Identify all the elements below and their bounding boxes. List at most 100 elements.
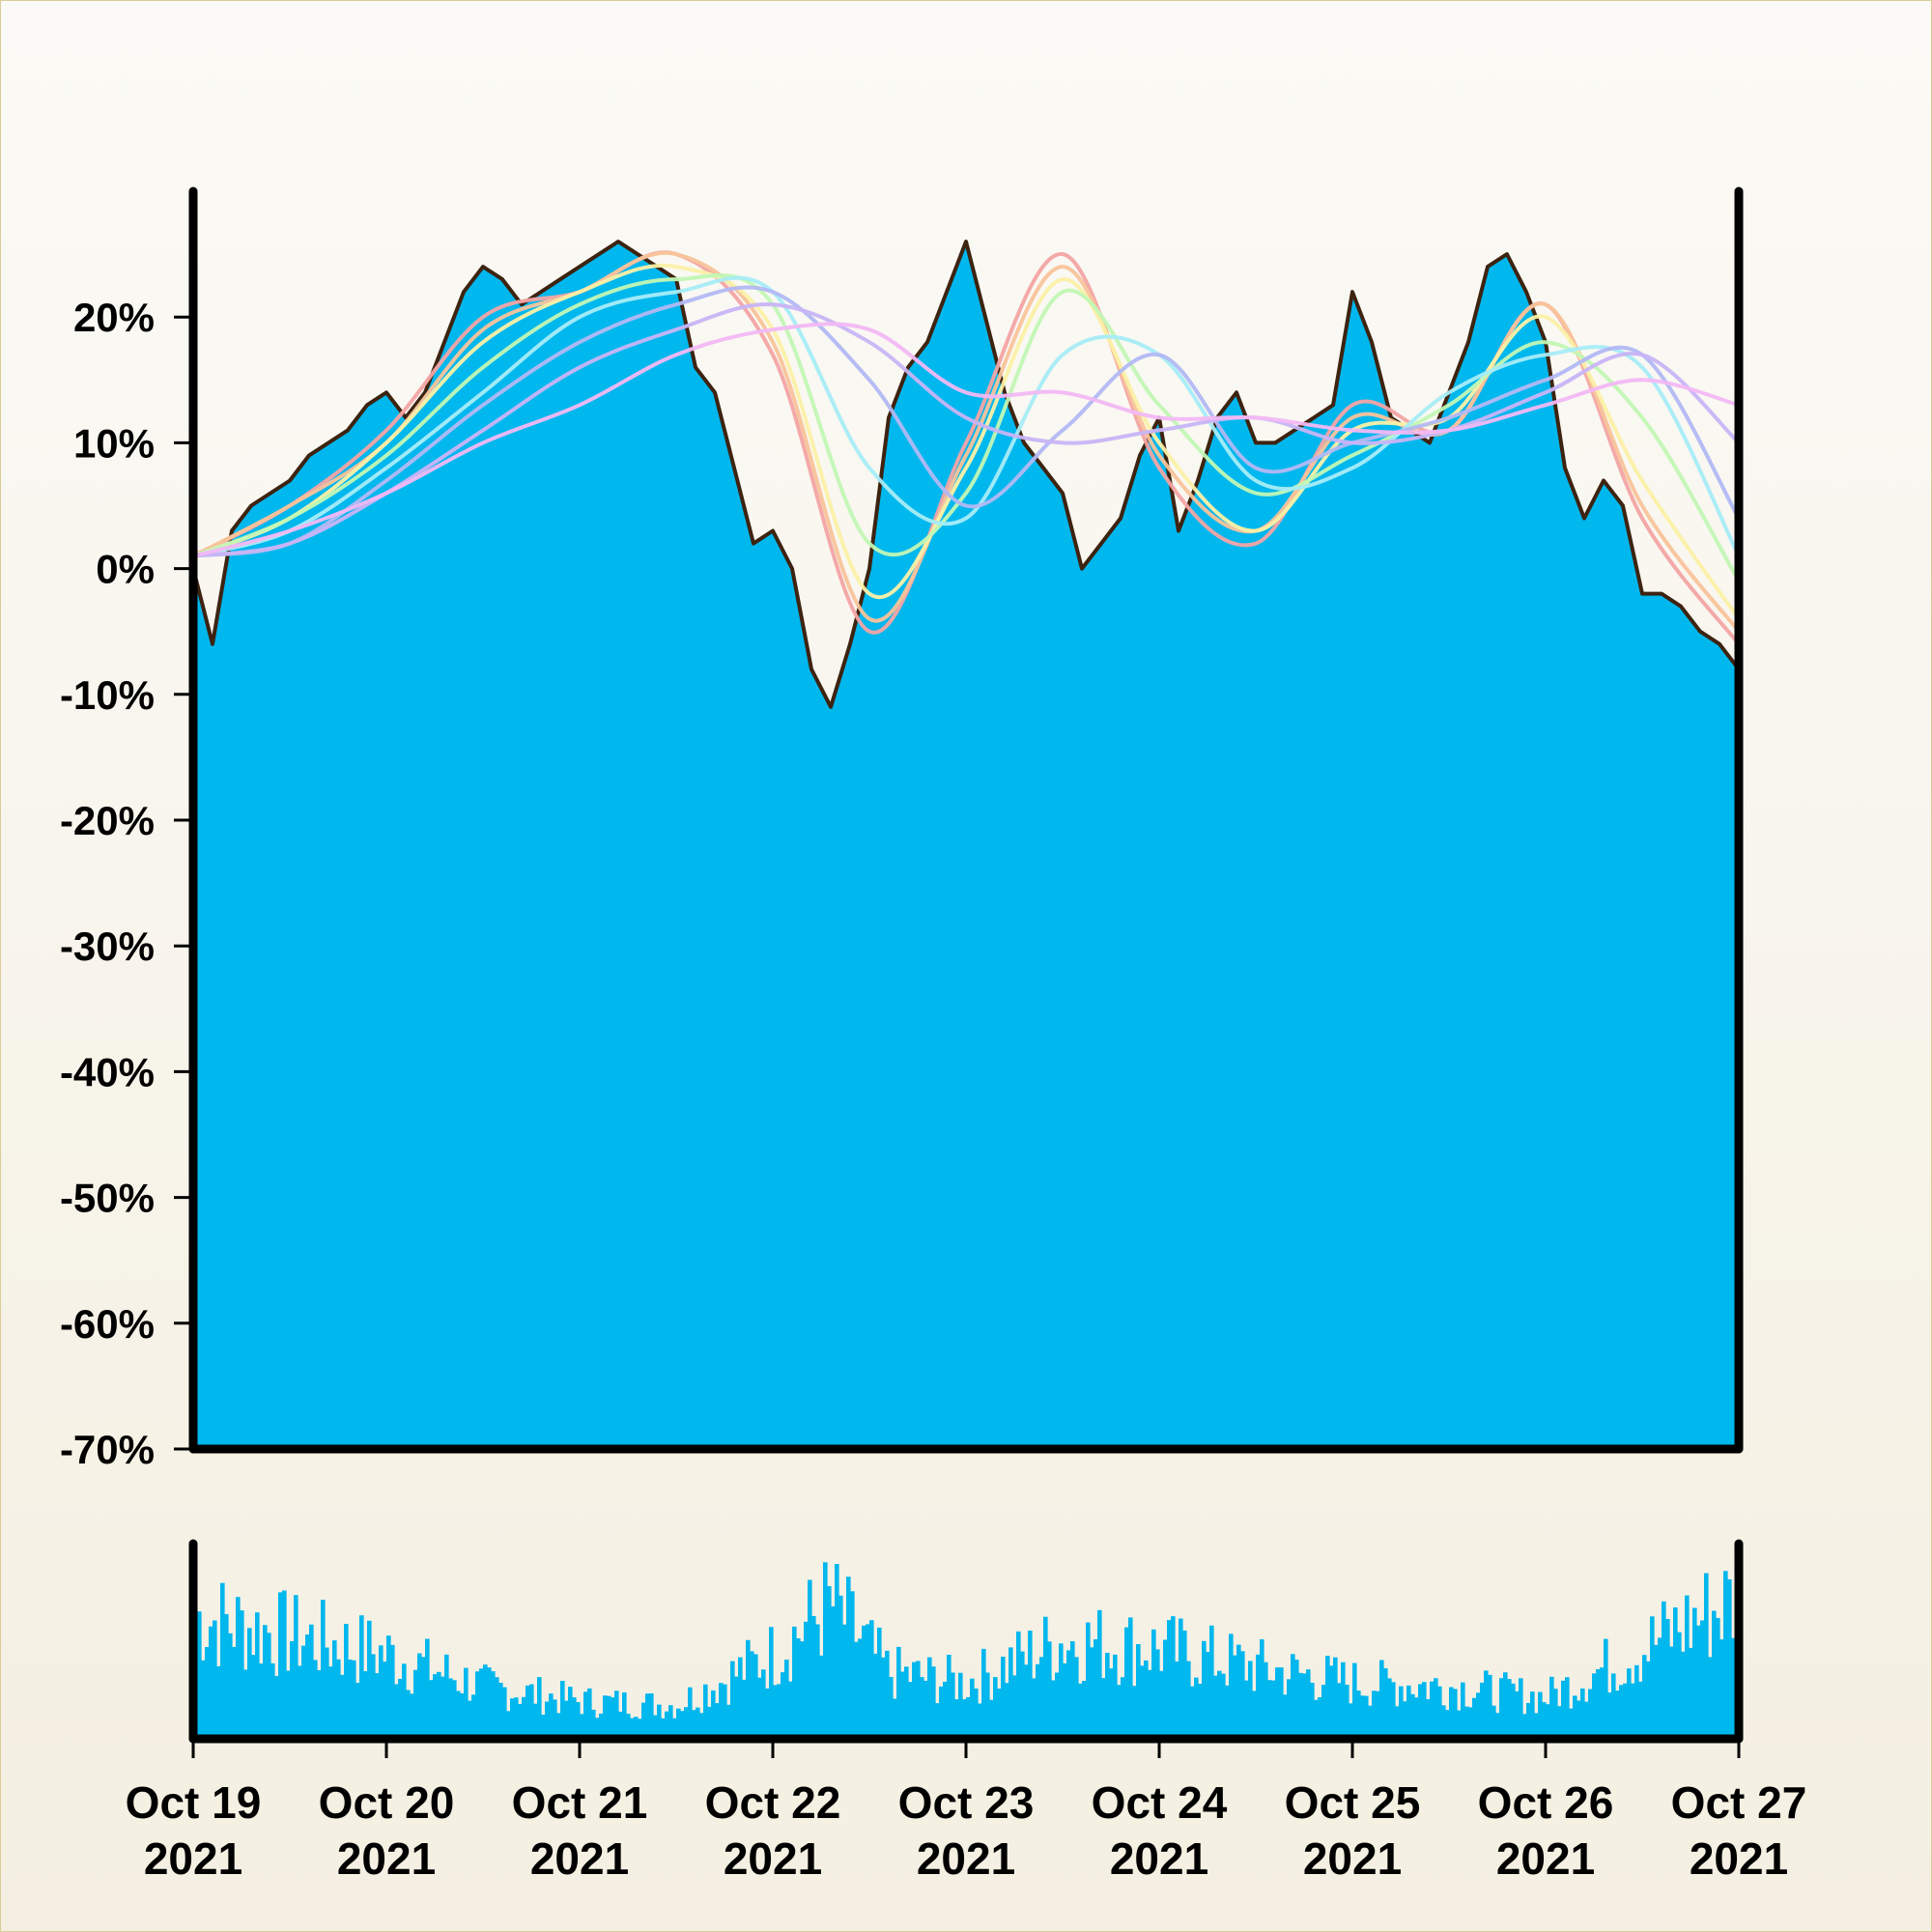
volume-bar [1318,1697,1322,1739]
volume-bar [1604,1638,1608,1739]
volume-bar [201,1660,206,1739]
volume-bar [641,1702,646,1739]
volume-bar [1549,1676,1554,1739]
volume-bar [869,1620,874,1739]
volume-bar [877,1627,882,1739]
volume-bar [784,1660,789,1739]
x-tick-date: Oct 20 [319,1777,455,1828]
volume-bar [703,1684,708,1739]
volume-bar [328,1666,333,1739]
volume-bar [321,1600,326,1739]
volume-bar [1117,1685,1122,1739]
x-tick-label: Oct 27 2021 [1671,1777,1807,1884]
volume-bar [498,1683,503,1739]
volume-bar [452,1680,457,1739]
volume-bar [657,1704,662,1739]
volume-bar [622,1692,627,1739]
volume-bar [1727,1578,1732,1739]
volume-bar [1414,1697,1419,1739]
volume-bar [1623,1683,1628,1739]
volume-bar [1140,1665,1145,1739]
volume-bar [827,1586,832,1739]
volume-bar [406,1690,411,1739]
volume-bar [363,1671,368,1739]
x-tick-year: 2021 [1303,1833,1402,1884]
volume-bar [437,1671,441,1739]
volume-bar [298,1665,302,1739]
volume-bar [348,1660,353,1739]
volume-bar [611,1697,615,1739]
x-tick-year: 2021 [917,1833,1015,1884]
volume-bar [1229,1634,1234,1739]
volume-bar [1434,1678,1438,1739]
volume-bar [491,1671,496,1739]
volume-bar [757,1677,762,1739]
volume-bar [386,1635,391,1739]
volume-bar [1723,1571,1728,1739]
volume-bar [692,1710,696,1739]
x-tick-date: Oct 24 [1092,1777,1228,1828]
volume-bar [1468,1707,1473,1739]
volume-bar [379,1645,384,1739]
volume-bar [1619,1685,1624,1739]
volume-bar [1453,1689,1458,1739]
volume-bar [981,1648,986,1739]
x-tick-year: 2021 [1690,1833,1788,1884]
volume-bar [1395,1706,1400,1739]
volume-bar [618,1711,623,1739]
volume-bar [1070,1641,1075,1739]
x-tick-date: Oct 19 [126,1777,262,1828]
volume-bar [433,1674,438,1739]
volume-bar [1036,1663,1040,1739]
volume-bar [815,1624,820,1739]
moving-average-line-7 [191,302,1741,558]
volume-bar [1685,1595,1690,1739]
volume-bar [1248,1661,1253,1739]
y-tick-label: 10% [73,420,155,466]
price-line [191,240,1741,709]
volume-bar [672,1718,677,1739]
volume-bar [1464,1706,1469,1739]
volume-bar [1325,1656,1330,1739]
volume-bar [1519,1678,1523,1739]
volume-bar [1712,1610,1717,1739]
volume-bar [1627,1668,1632,1739]
volume-bar [665,1711,669,1739]
x-tick-year: 2021 [530,1833,629,1884]
volume-bar [270,1662,275,1739]
volume-bar [1105,1653,1110,1739]
volume-bar [510,1698,515,1739]
volume-bar [873,1653,878,1739]
volume-bar [804,1621,809,1739]
volume-bar [1700,1620,1705,1739]
volume-bar [1206,1652,1210,1739]
volume-bar [746,1639,751,1739]
volume-bar [726,1704,731,1739]
volume-bar [205,1647,210,1739]
volume-bar [1101,1678,1106,1739]
volume-bar [1677,1632,1682,1739]
moving-average-line-5 [191,275,1741,558]
volume-bar [1356,1690,1361,1739]
volume-bar [286,1670,291,1739]
volume-bar [1349,1703,1353,1739]
volume-bar [410,1693,414,1739]
volume-bar [1731,1637,1736,1739]
volume-bar [730,1661,735,1739]
volume-bar [1646,1661,1651,1739]
volume-bar [1426,1699,1431,1739]
volume-bar [943,1681,948,1739]
volume-bar [850,1591,855,1739]
volume-bar [240,1610,244,1739]
volume-bar [1403,1701,1407,1739]
volume-bar [1291,1654,1295,1739]
volume-bar [1573,1695,1577,1739]
volume-bar [1264,1662,1268,1739]
volume-bar [549,1693,554,1739]
moving-average-layer [191,250,1741,646]
volume-bar [375,1673,380,1739]
x-tick-year: 2021 [1496,1833,1595,1884]
volume-bar [1557,1706,1562,1739]
volume-bar [1179,1618,1183,1739]
